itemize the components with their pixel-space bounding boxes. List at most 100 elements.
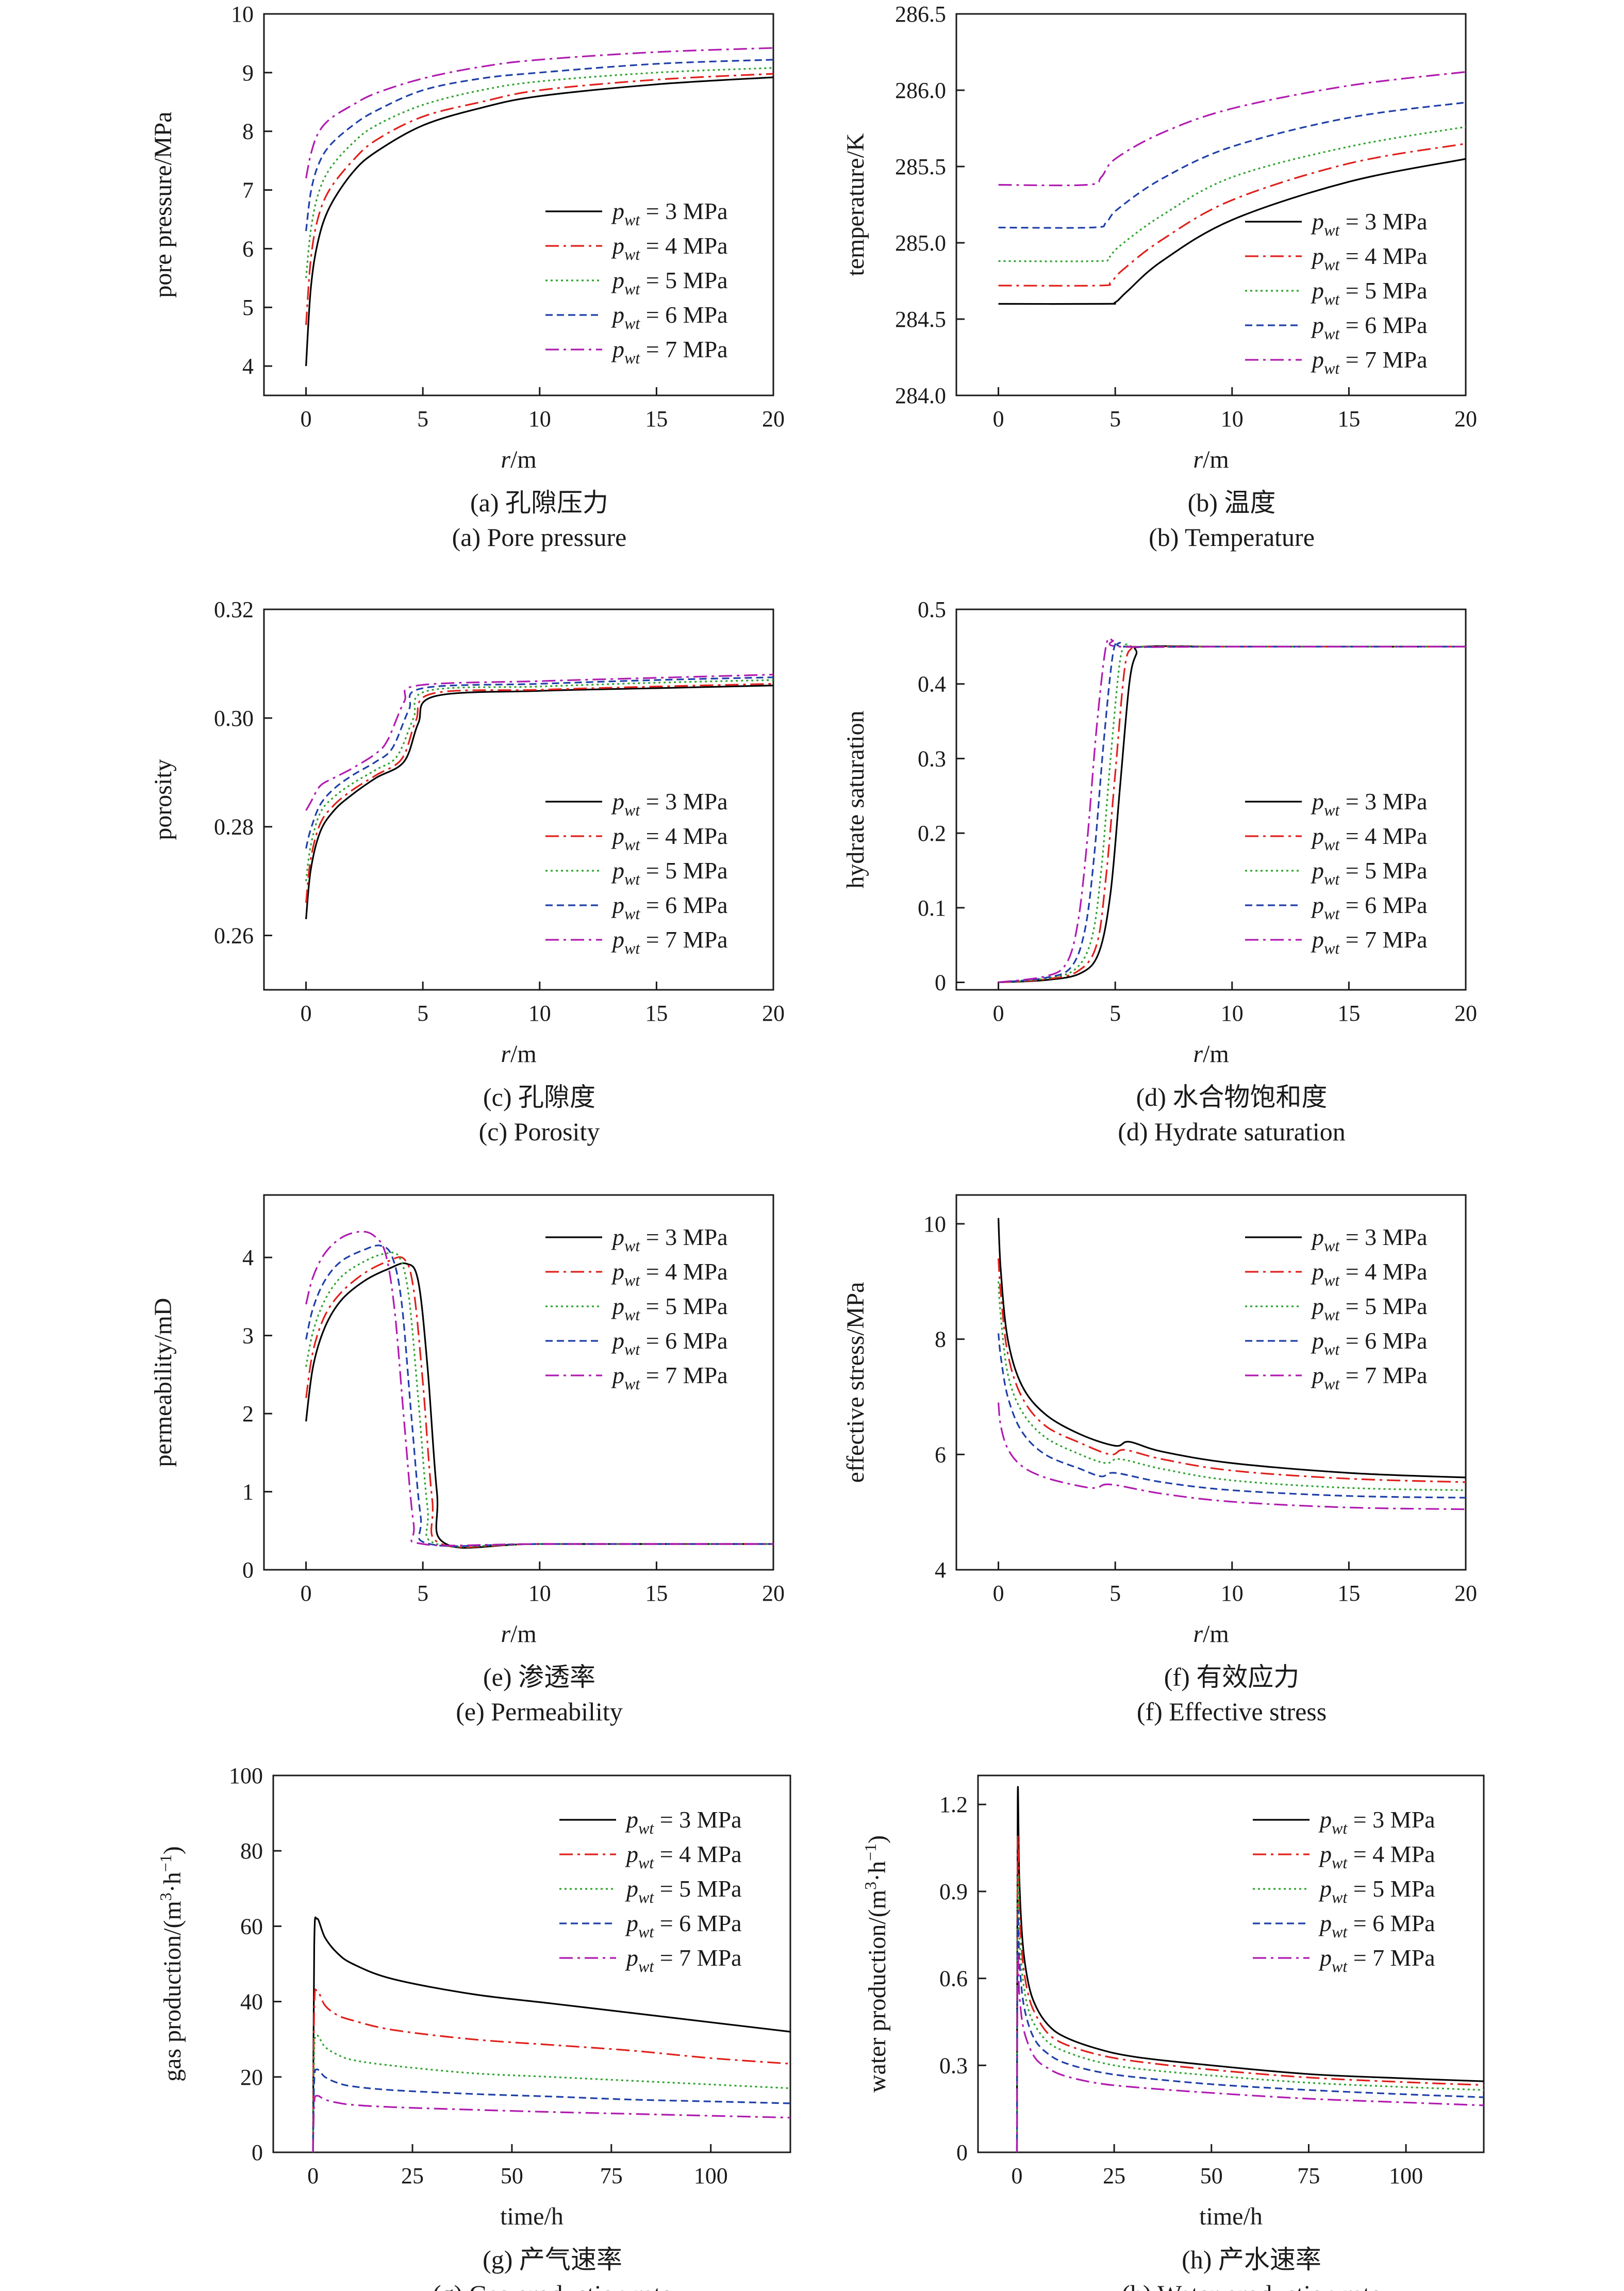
series-line-p3 <box>998 1218 1466 1479</box>
legend-value: = 6 MPa <box>1339 1327 1427 1354</box>
y-axis-label: temperature/K <box>842 133 869 276</box>
legend-value: = 3 MPa <box>640 198 727 224</box>
legend-value: = 4 MPa <box>640 1258 727 1285</box>
y-tick-label: 0.5 <box>918 597 946 622</box>
caption-chinese: (h) 产水速率 <box>1182 2245 1321 2274</box>
legend-value: = 6 MPa <box>640 302 727 328</box>
y-tick-label: 9 <box>242 60 254 86</box>
x-tick-label: 5 <box>1109 1001 1121 1026</box>
x-tick-label: 15 <box>645 1581 668 1606</box>
x-tick-label: 10 <box>528 406 551 431</box>
legend-subscript: wt <box>624 314 640 333</box>
legend-subscript: wt <box>1332 1853 1348 1872</box>
y-tick-label: 284.0 <box>895 383 946 408</box>
y-tick-label: 285.0 <box>895 230 946 256</box>
x-tick-label: 5 <box>417 1001 428 1026</box>
legend-symbol: p <box>1311 892 1324 918</box>
series-line-p7 <box>312 2095 790 2152</box>
legend-subscript: wt <box>1324 255 1340 274</box>
legend-value: = 4 MPa <box>640 233 727 259</box>
y-tick-label: 284.5 <box>895 307 946 332</box>
series-line-p4 <box>998 143 1466 287</box>
legend-symbol: p <box>1311 243 1324 269</box>
x-tick-label: 15 <box>645 1001 668 1026</box>
legend-label-p6: pwt = 6 MPa <box>1311 312 1428 343</box>
x-tick-label: 20 <box>762 406 785 431</box>
legend-symbol: p <box>1311 1362 1324 1388</box>
x-tick-label: 15 <box>1337 1001 1360 1026</box>
legend-label-p7: pwt = 7 MPa <box>1311 1362 1428 1393</box>
y-tick-label: 285.5 <box>895 154 946 179</box>
x-axis-label: r/m <box>1193 446 1229 473</box>
x-tick-label: 10 <box>1221 406 1244 431</box>
x-tick-label: 0 <box>993 406 1004 431</box>
legend-value: = 3 MPa <box>1339 208 1427 235</box>
legend-subscript: wt <box>1324 221 1340 239</box>
x-tick-label: 20 <box>1454 1001 1477 1026</box>
y-tick-label: 0 <box>956 2140 968 2165</box>
legend-label-p3: pwt = 3 MPa <box>1311 208 1428 239</box>
x-tick-label: 0 <box>301 406 312 431</box>
plot-frame <box>955 608 1467 991</box>
legend-label-p5: pwt = 5 MPa <box>1318 1875 1435 1906</box>
x-tick-label: 5 <box>417 1581 428 1606</box>
legend-value: = 6 MPa <box>1339 312 1427 338</box>
legend-subscript: wt <box>1324 835 1340 854</box>
y-tick-label: 3 <box>242 1323 254 1349</box>
legend-subscript: wt <box>1324 904 1340 923</box>
y-axis-label: permeability/mD <box>150 1298 177 1467</box>
caption-english: (b) Temperature <box>1149 523 1315 552</box>
y-tick-label: 40 <box>240 1989 263 2015</box>
legend-label-p6: pwt = 6 MPa <box>1318 1910 1435 1941</box>
legend-label-p5: pwt = 5 MPa <box>1311 1293 1428 1324</box>
legend-symbol: p <box>1311 346 1324 373</box>
legend-value: = 7 MPa <box>640 1362 727 1388</box>
series-line-p7 <box>998 1402 1466 1510</box>
series-line-p5 <box>312 2034 790 2152</box>
legend-subscript: wt <box>624 835 640 854</box>
legend-value: = 7 MPa <box>640 926 727 953</box>
y-tick-label: 0.1 <box>918 895 946 921</box>
legend-symbol: p <box>625 1841 638 1867</box>
series-line-p4 <box>998 645 1466 984</box>
y-tick-label: 0.3 <box>939 2053 968 2078</box>
chart-f: 0 5 10 15 20 4 6 8 10 r/m effective stress/MPa pwt … <box>842 1194 1477 1726</box>
plot-frame <box>977 1774 1485 2153</box>
x-axis-label: r/m <box>1193 1620 1229 1648</box>
series-line-p3 <box>305 76 773 367</box>
series-group <box>305 1231 773 1549</box>
legend-subscript: wt <box>638 1922 654 1941</box>
series-line-p3 <box>998 158 1466 305</box>
x-tick-label: 0 <box>301 1581 312 1606</box>
series-line-p6 <box>305 676 773 849</box>
legend-symbol: p <box>611 1293 624 1319</box>
legend-subscript: wt <box>1332 1922 1348 1941</box>
legend-value: = 3 MPa <box>1339 1224 1427 1250</box>
caption-chinese: (e) 渗透率 <box>483 1663 595 1691</box>
series-group <box>312 1916 790 2152</box>
legend-value: = 5 MPa <box>1339 277 1427 304</box>
legend-label-p6: pwt = 6 MPa <box>611 892 728 923</box>
chart-a: 0 5 10 15 20 4 5 6 7 8 9 10 r/m pore pressure/MPa pwt … <box>150 2 785 552</box>
series-line-p3 <box>312 1916 790 2152</box>
y-axis-label: hydrate saturation <box>842 710 869 888</box>
legend-subscript: wt <box>624 245 640 263</box>
legend-subscript: wt <box>1324 1236 1340 1255</box>
series-line-p3 <box>305 685 773 920</box>
legend-label-p4: pwt = 4 MPa <box>625 1841 742 1872</box>
legend-subscript: wt <box>1324 801 1340 819</box>
legend-value: = 7 MPa <box>1339 1362 1427 1388</box>
x-tick-label: 25 <box>1103 2163 1125 2188</box>
y-tick-label: 8 <box>242 119 254 144</box>
series-line-p5 <box>305 67 773 278</box>
legend-subscript: wt <box>1324 939 1340 957</box>
series-line-p6 <box>305 59 773 231</box>
caption-chinese: (d) 水合物饱和度 <box>1136 1083 1328 1111</box>
y-tick-label: 286.0 <box>895 78 946 103</box>
legend-symbol: p <box>625 1875 638 1902</box>
legend-value: = 7 MPa <box>1339 346 1427 373</box>
